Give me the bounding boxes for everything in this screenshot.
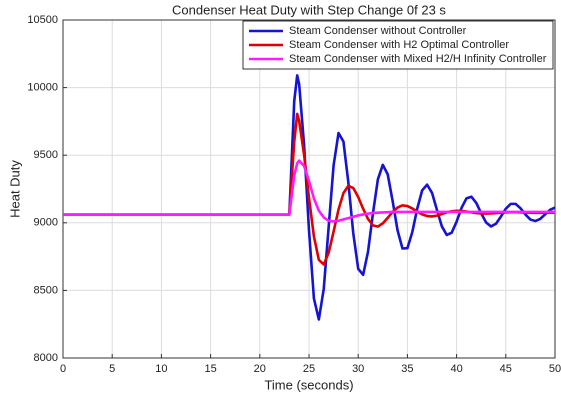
y-tick-label: 10500 <box>27 14 58 26</box>
x-tick-label: 15 <box>204 363 216 375</box>
x-tick-label: 30 <box>352 363 364 375</box>
series-line <box>63 159 555 223</box>
x-tick-label: 35 <box>401 363 413 375</box>
y-tick-label: 9500 <box>34 149 58 161</box>
y-tick-label: 8000 <box>34 352 58 364</box>
x-axis-label: Time (seconds) <box>264 377 353 392</box>
x-tick-label: 20 <box>254 363 266 375</box>
y-tick-label: 8500 <box>34 284 58 296</box>
chart-title: Condenser Heat Duty with Step Change 0f … <box>172 2 446 17</box>
x-tick-label: 50 <box>549 363 561 375</box>
x-tick-label: 40 <box>450 363 462 375</box>
legend-box <box>242 20 554 70</box>
y-axis-label: Heat Duty <box>7 160 22 218</box>
x-tick-label: 5 <box>109 363 115 375</box>
x-tick-label: 25 <box>303 363 315 375</box>
x-tick-label: 45 <box>500 363 512 375</box>
y-tick-label: 9000 <box>34 217 58 229</box>
x-tick-label: 10 <box>155 363 167 375</box>
plot-frame <box>62 19 556 359</box>
x-tick-label: 0 <box>60 363 66 375</box>
legend-label: Steam Condenser with Mixed H2/H Infinity… <box>289 53 547 65</box>
y-tick-label: 10000 <box>27 82 58 94</box>
legend-label: Steam Condenser without Controller <box>289 25 467 37</box>
series-line <box>63 74 556 321</box>
legend-label: Steam Condenser with H2 Optimal Controll… <box>289 39 509 51</box>
